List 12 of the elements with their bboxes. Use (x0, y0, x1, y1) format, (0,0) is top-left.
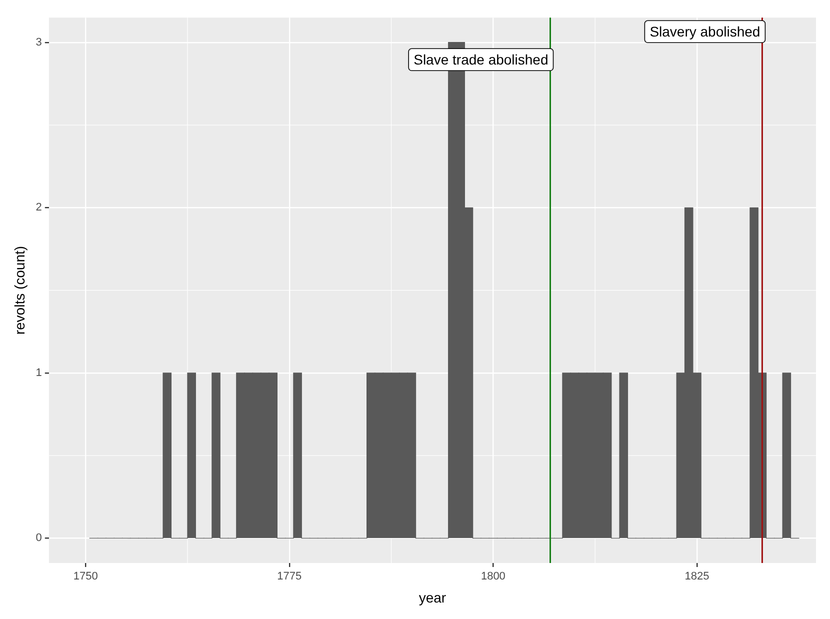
ref-line-label: Slave trade abolished (414, 51, 548, 68)
ref-line-label: Slavery abolished (650, 23, 760, 40)
y-tick-label: 2 (36, 202, 42, 214)
x-tick-label: 1750 (73, 570, 98, 583)
y-tick-label: 0 (36, 532, 42, 544)
x-tick-label: 1825 (684, 570, 710, 583)
y-tick-label: 3 (36, 36, 42, 48)
x-axis-title: year (418, 589, 446, 606)
y-axis-title: revolts (count) (11, 246, 28, 335)
x-tick-label: 1800 (480, 570, 506, 583)
y-tick-label: 1 (36, 366, 42, 379)
x-tick-label: 1775 (277, 570, 302, 583)
